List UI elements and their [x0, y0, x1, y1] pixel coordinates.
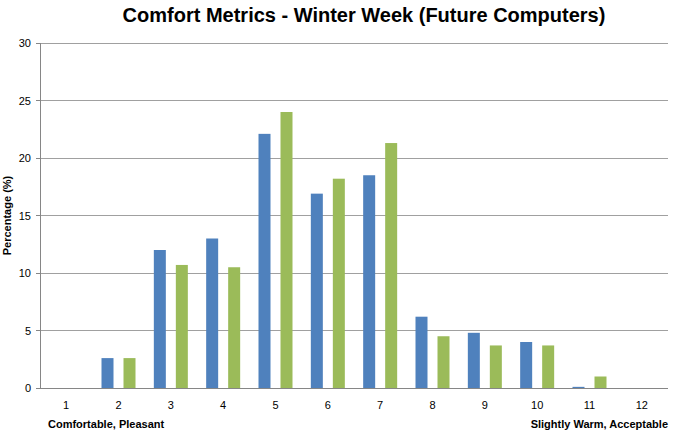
bar	[124, 358, 136, 388]
bar	[206, 239, 218, 389]
y-tick-label: 10	[19, 267, 31, 279]
bar	[416, 317, 428, 388]
bar	[520, 342, 532, 388]
bar	[154, 250, 166, 388]
y-axis-line	[40, 43, 41, 388]
bar	[71, 388, 83, 389]
bars	[102, 112, 607, 388]
chart-svg: Comfort Metrics - Winter Week (Future Co…	[0, 0, 678, 436]
bar	[595, 377, 607, 389]
grid-line	[40, 100, 668, 101]
x-tick-label: 10	[531, 399, 543, 411]
bar	[363, 175, 375, 388]
grid-line	[40, 43, 668, 44]
x-tick-label: 7	[377, 399, 383, 411]
x-tick-label: 1	[63, 399, 69, 411]
bar	[468, 333, 480, 388]
y-tick-label: 25	[19, 95, 31, 107]
bar	[490, 345, 502, 388]
x-tick-label: 11	[584, 399, 595, 411]
y-tick-label: 0	[25, 382, 31, 394]
x-tick-label: 3	[168, 399, 174, 411]
y-tick-label: 20	[19, 152, 31, 164]
y-tick	[36, 215, 40, 216]
y-tick	[36, 388, 40, 389]
annotation: Comfortable, Pleasant	[48, 418, 164, 430]
bar	[49, 388, 61, 389]
bar	[311, 194, 323, 388]
chart-container: Comfort Metrics - Winter Week (Future Co…	[0, 0, 678, 436]
chart-title: Comfort Metrics - Winter Week (Future Co…	[123, 4, 606, 26]
y-tick	[36, 273, 40, 274]
x-tick-label: 4	[220, 399, 226, 411]
y-axis-label: Percentage (%)	[1, 175, 13, 255]
y-tick	[36, 330, 40, 331]
x-tick-label: 6	[325, 399, 331, 411]
bar	[573, 387, 585, 388]
bar	[438, 336, 450, 388]
x-tick-label: 9	[482, 399, 488, 411]
grid	[36, 43, 668, 388]
y-tick	[36, 158, 40, 159]
bar	[259, 134, 271, 388]
grid-line	[40, 330, 668, 331]
y-tick	[36, 43, 40, 44]
bar	[176, 265, 188, 388]
bar	[385, 143, 397, 388]
bar	[647, 388, 659, 389]
y-tick-label: 15	[19, 210, 31, 222]
grid-line	[40, 273, 668, 274]
y-tick	[36, 100, 40, 101]
bar	[281, 112, 293, 388]
grid-line	[40, 158, 668, 159]
bar	[228, 267, 240, 388]
annotation: Slightly Warm, Acceptable	[531, 418, 668, 430]
y-tick-label: 5	[25, 325, 31, 337]
bar	[102, 358, 114, 388]
x-tick-label: 12	[636, 399, 648, 411]
x-tick-label: 5	[272, 399, 278, 411]
bar	[542, 345, 554, 388]
bar	[333, 179, 345, 388]
grid-line	[40, 215, 668, 216]
y-tick-label: 30	[19, 37, 31, 49]
x-tick-label: 2	[115, 399, 121, 411]
x-tick-label: 8	[429, 399, 435, 411]
bar	[625, 388, 637, 389]
